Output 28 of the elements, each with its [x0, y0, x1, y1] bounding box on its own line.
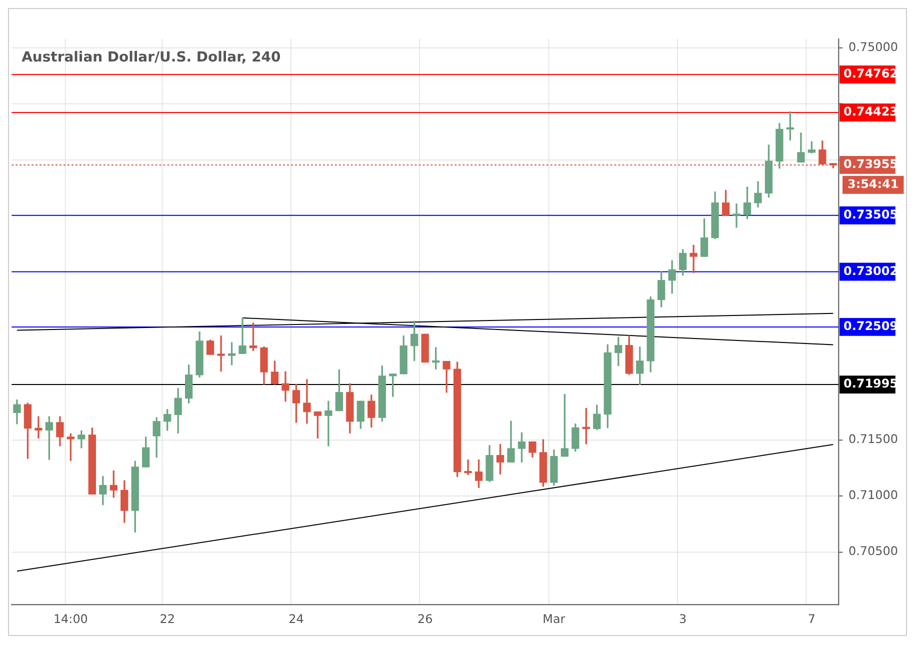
x-tick-label: 26 — [417, 612, 433, 626]
ref-line-label: 0.73505 — [844, 207, 898, 222]
y-tick-label: 0.71000 — [848, 488, 898, 502]
text: 3:54:41 — [848, 177, 899, 191]
y-tick-label: 0.75000 — [848, 40, 898, 54]
candlestick — [303, 379, 311, 424]
ref-line-label: 0.74762 — [844, 66, 898, 81]
candlestick — [690, 244, 698, 273]
candlestick — [238, 318, 246, 354]
ref-line-label: 0.74423 — [844, 104, 898, 119]
x-tick-label: 3 — [679, 612, 687, 626]
candlestick — [217, 335, 225, 372]
ref-line-label: 0.73955 — [844, 157, 898, 172]
x-tick-label: 22 — [160, 612, 175, 626]
y-tick-label: 0.71500 — [848, 432, 898, 446]
text: Australian Dollar/U.S. Dollar, 240 — [22, 49, 282, 66]
x-tick-label: Mar — [542, 612, 566, 626]
candlestick — [464, 460, 472, 476]
candlestick — [732, 203, 740, 228]
ref-line-label: 0.72509 — [844, 319, 898, 334]
x-tick-label: 7 — [808, 612, 816, 626]
candlestick — [34, 416, 42, 439]
ref-line-label: 0.73002 — [844, 264, 898, 278]
x-tick-label: 24 — [288, 612, 304, 626]
x-tick-label: 14:00 — [53, 612, 88, 626]
y-tick-label: 0.70500 — [848, 544, 898, 558]
ref-line-label: 0.71995 — [844, 376, 898, 391]
candlestick — [282, 371, 290, 402]
